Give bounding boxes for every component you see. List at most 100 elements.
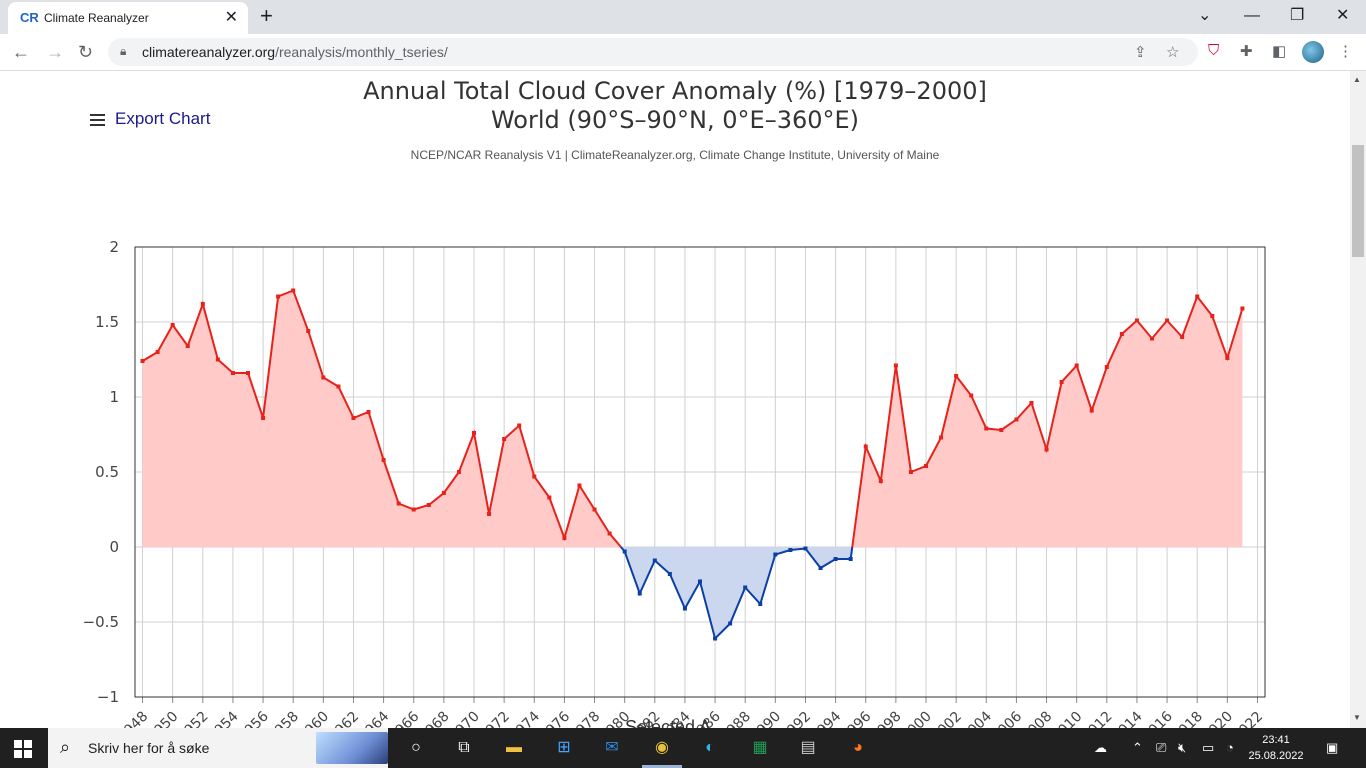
scroll-down-icon[interactable]: ▼ [1353, 713, 1361, 722]
back-icon[interactable]: ← [12, 42, 30, 62]
x-tick-label: 1988 [718, 709, 755, 728]
taskbar-clock[interactable]: 23:41 25.08.2022 [1248, 734, 1304, 762]
data-point [1240, 306, 1245, 311]
x-tick-label: 1956 [235, 708, 272, 728]
x-tick-label: 1964 [356, 708, 393, 728]
battery-icon[interactable]: ▭ [1202, 740, 1215, 755]
taskbar: ⌕ Skriv her for å søke ○ ⧉ ▬ ⊞ ✉ ◉ ◐ ▦ ▤… [0, 728, 1366, 768]
data-point [788, 548, 793, 552]
data-point [336, 384, 341, 389]
x-tick-label: 2020 [1200, 709, 1237, 728]
notifications-icon[interactable]: ▣ [1326, 740, 1339, 755]
microsoft-store-icon[interactable]: ⊞ [557, 739, 571, 756]
y-tick-label: 0 [109, 538, 119, 556]
data-point [426, 503, 431, 507]
restore-icon[interactable]: ❐ [1290, 7, 1305, 24]
y-tick-label: −1 [97, 688, 119, 706]
bookmark-star-icon[interactable]: ☆ [1166, 44, 1180, 61]
forward-icon[interactable]: → [46, 42, 64, 62]
url-text[interactable]: climatereanalyzer.org/reanalysis/monthly… [142, 44, 448, 60]
data-point [246, 371, 250, 375]
data-point [1150, 336, 1154, 341]
chart-title: Annual Total Cloud Cover Anomaly (%) [19… [363, 77, 987, 105]
data-point [622, 549, 627, 554]
x-tick-label: 1950 [145, 709, 182, 728]
data-point [954, 374, 959, 378]
edge-icon[interactable]: ◐ [705, 739, 715, 756]
meet-now-icon[interactable]: ⎚ [1156, 740, 1167, 755]
data-point [351, 416, 356, 420]
x-tick-label: 1990 [748, 709, 785, 728]
data-point [472, 431, 476, 435]
x-tick-label: 1998 [868, 709, 905, 728]
data-point [230, 371, 235, 375]
show-hidden-icons-chevron-icon[interactable]: ⌃ [1132, 740, 1143, 755]
data-point [1165, 318, 1170, 323]
data-point [713, 636, 718, 641]
task-view-icon[interactable]: ⧉ [458, 739, 470, 756]
x-tick-label: 2016 [1139, 708, 1176, 728]
extensions-puzzle-icon[interactable]: ✚ [1240, 43, 1253, 60]
data-point [1059, 380, 1064, 384]
cortana-icon[interactable]: ○ [411, 739, 421, 756]
plot-frame [134, 246, 1266, 698]
calculator-icon[interactable]: ▤ [800, 739, 816, 756]
mail-icon[interactable]: ✉ [605, 739, 619, 756]
side-panel-icon[interactable]: ◧ [1272, 43, 1287, 60]
network-icon[interactable]: ◔ [1226, 740, 1234, 755]
weather-icon[interactable]: ☁ [1094, 740, 1107, 755]
share-icon[interactable]: ⇪ [1134, 44, 1147, 61]
reload-icon[interactable]: ↻ [78, 42, 94, 62]
data-point [833, 557, 838, 561]
tab-climate-reanalyzer[interactable]: CR Climate Reanalyzer ✕ [8, 2, 248, 34]
address-bar[interactable]: 🔒︎ climatereanalyzer.org/reanalysis/mont… [108, 38, 1198, 66]
x-tick-label: 1952 [175, 709, 212, 728]
x-tick-label: 1948 [115, 709, 152, 728]
windows-start-icon[interactable] [14, 740, 32, 758]
data-point [1014, 417, 1019, 422]
chart-subtitle: NCEP/NCAR Reanalysis V1 | ClimateReanaly… [410, 148, 940, 162]
data-point [1074, 363, 1079, 368]
more-menu-icon[interactable]: ⋮ [1338, 43, 1353, 60]
data-point [155, 350, 160, 354]
file-explorer-icon[interactable]: ▬ [506, 739, 522, 756]
close-tab-icon[interactable]: ✕ [224, 9, 238, 26]
chrome-icon[interactable]: ◉ [655, 739, 669, 756]
data-point [863, 444, 868, 449]
extension-shield-icon[interactable]: ⛉ [1208, 42, 1220, 59]
scroll-up-icon[interactable]: ▲ [1353, 75, 1361, 84]
export-chart-button[interactable]: Export Chart [90, 109, 210, 129]
data-point [366, 410, 371, 414]
taskbar-search-placeholder: Skriv her for å søke [88, 740, 210, 756]
spreadsheet-app-icon[interactable]: ▦ [752, 739, 768, 756]
data-point [698, 579, 702, 584]
data-point [321, 375, 326, 380]
tab-search-chevron-icon[interactable]: ⌄ [1198, 7, 1212, 24]
profile-avatar[interactable] [1302, 41, 1324, 63]
data-point [487, 512, 492, 516]
volume-muted-icon[interactable]: 🔇︎ [1178, 740, 1187, 755]
firefox-icon[interactable]: ◕ [853, 739, 863, 756]
data-point [1210, 314, 1215, 318]
data-point [652, 558, 657, 563]
x-tick-label: 1978 [567, 709, 604, 728]
x-tick-label: 2006 [989, 708, 1026, 728]
x-tick-label: 1996 [838, 708, 875, 728]
page-scrollbar[interactable]: ▲ ▼ [1350, 71, 1366, 728]
y-tick-label: −0.5 [83, 613, 119, 631]
data-point [200, 302, 205, 306]
x-tick-label: 1992 [778, 709, 815, 728]
data-point [456, 470, 461, 474]
data-point [276, 294, 281, 299]
new-tab-icon[interactable]: + [260, 3, 273, 28]
data-point [999, 428, 1004, 432]
x-tick-label: 1962 [326, 709, 363, 728]
close-window-icon[interactable]: ✕ [1336, 7, 1350, 24]
data-point [893, 363, 898, 368]
data-point [848, 557, 853, 561]
scroll-thumb[interactable] [1352, 145, 1364, 257]
minimize-icon[interactable]: — [1244, 7, 1260, 24]
taskbar-search-box[interactable]: ⌕ Skriv her for å søke [48, 728, 388, 768]
lock-icon[interactable]: 🔒︎ [120, 44, 127, 58]
positive-area [852, 296, 1243, 547]
